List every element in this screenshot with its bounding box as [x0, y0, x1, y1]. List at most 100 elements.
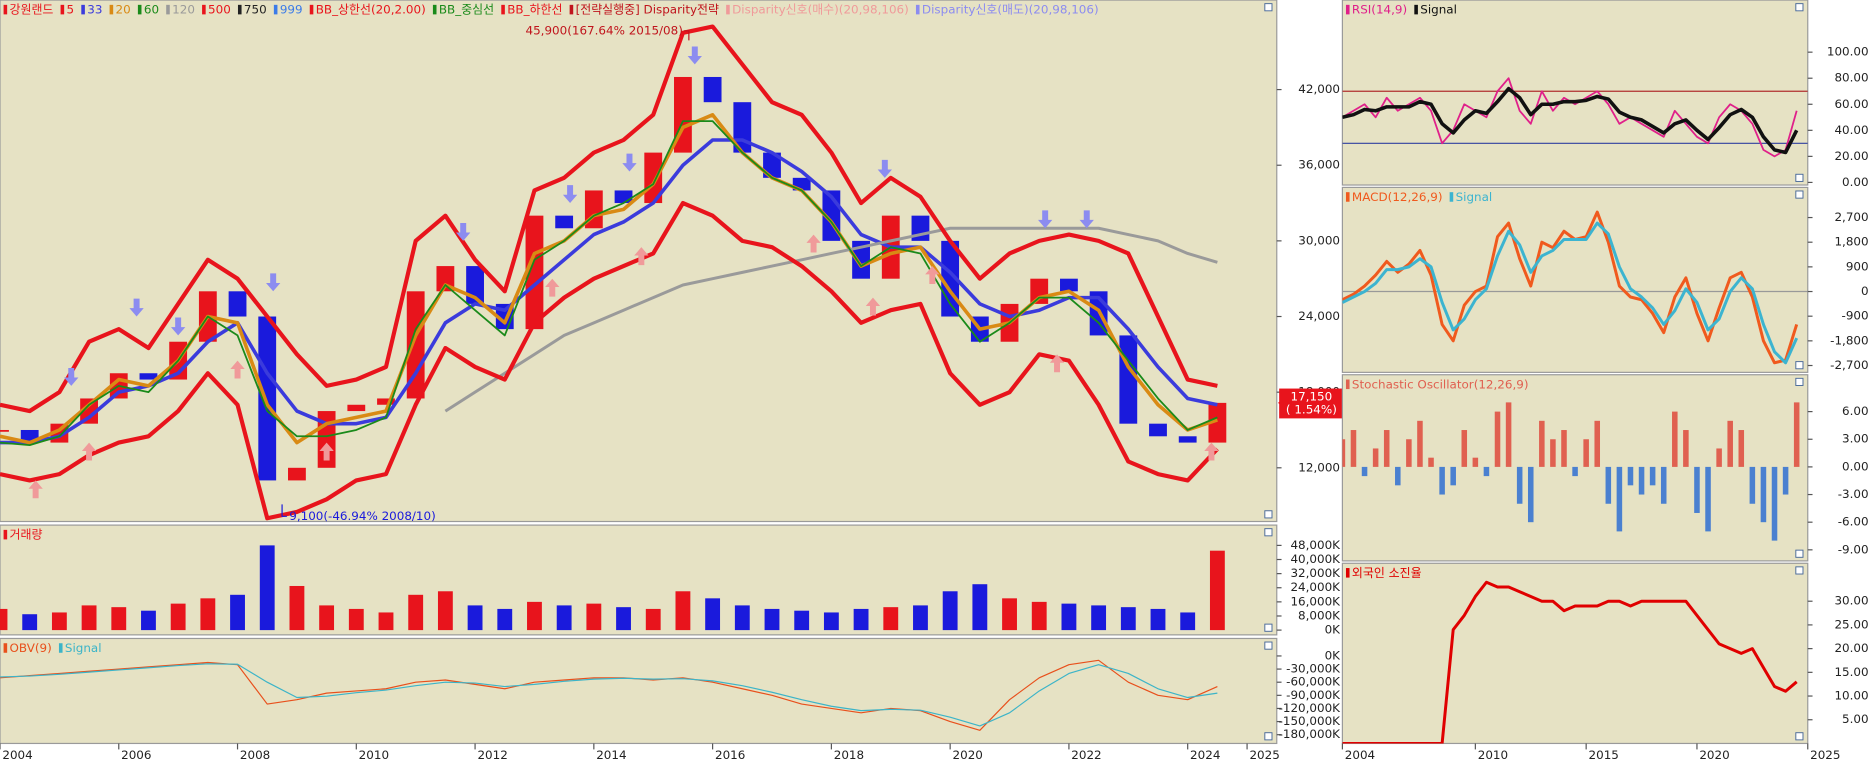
plot-area	[1342, 580, 1798, 744]
legend-marker	[1345, 568, 1350, 578]
legend-marker	[237, 4, 242, 15]
legend-marker	[3, 529, 8, 540]
panel-button	[1264, 3, 1273, 12]
bar	[1361, 466, 1368, 477]
candle	[406, 291, 425, 399]
panel: 0K-30,000K-60,000K-90,000K-120,000K-150,…	[0, 637, 1341, 762]
x-tick-label: 2020	[1699, 748, 1729, 762]
x-tick-label: 2008	[240, 748, 270, 762]
bar	[1694, 466, 1700, 513]
legend-label: Disparity신호(매수)(20,98,106)	[732, 3, 909, 17]
bar	[527, 601, 542, 631]
panel-background	[0, 524, 1278, 636]
bar	[0, 608, 8, 631]
x-tick-label: 2014	[596, 748, 626, 762]
x-tick-label: 2020	[953, 748, 983, 762]
panel: 2,700 1,800 900 0 -900 -1,800 -2,700 MACD(12,26…	[1341, 186, 1869, 373]
y-tick-label: 30.00	[1834, 594, 1868, 608]
bar	[616, 607, 631, 631]
bar	[1539, 420, 1545, 467]
y-tick-label: 6.00	[1842, 404, 1869, 418]
x-tick-label: 2025	[1810, 748, 1840, 762]
signal-arrow	[687, 46, 702, 65]
bar	[408, 594, 424, 631]
legend-marker	[58, 643, 63, 653]
legend-label: 750	[244, 3, 267, 17]
legend-marker	[309, 4, 314, 15]
series-line	[444, 226, 1218, 413]
bar	[81, 605, 97, 631]
panel-button	[1264, 641, 1273, 650]
signal-arrow	[1079, 210, 1094, 229]
y-tick-label: 900	[1846, 259, 1869, 273]
bar	[1350, 430, 1357, 467]
signal-arrow	[170, 317, 186, 336]
series-line	[0, 663, 1218, 727]
bar	[1061, 603, 1077, 631]
y-tick-label: 15.00	[1834, 665, 1868, 679]
bar	[1727, 420, 1733, 467]
signal-arrow	[562, 185, 578, 204]
signal-arrow	[81, 442, 97, 461]
y-tick-label: 30,000	[1298, 233, 1340, 247]
last-price-box	[1279, 388, 1344, 419]
signal-arrow	[1049, 354, 1065, 373]
y-tick-label: 0.00	[1842, 459, 1869, 473]
panel-button	[1264, 528, 1273, 537]
candle	[525, 215, 544, 330]
bar	[141, 610, 156, 631]
legend-marker	[137, 4, 142, 15]
bar	[1716, 448, 1722, 467]
bar	[1516, 466, 1523, 504]
legend-label: Signal	[65, 641, 102, 655]
bar	[1383, 430, 1390, 467]
x-tick-label: 2022	[1071, 748, 1101, 762]
legend-label: BB_하한선	[507, 3, 562, 17]
bar	[1031, 601, 1047, 631]
plot-area	[0, 545, 1225, 631]
bar	[1605, 466, 1612, 504]
legend-marker	[3, 4, 8, 15]
panel-button	[1264, 732, 1273, 741]
legend-label: 20	[116, 3, 131, 17]
bar	[1638, 466, 1645, 495]
panel-background	[1341, 562, 1809, 745]
bar	[51, 612, 67, 631]
bar	[823, 612, 839, 631]
y-tick-label: 0	[1861, 284, 1869, 298]
candle	[614, 190, 633, 204]
bar	[1428, 457, 1434, 467]
candle	[139, 373, 158, 380]
bar	[1550, 439, 1556, 467]
bar	[1672, 411, 1678, 467]
legend-label: 60	[144, 3, 159, 17]
legend-marker	[1345, 4, 1350, 15]
annotation: 45,900(167.64% 2015/08)	[526, 23, 683, 37]
series-line	[0, 659, 1218, 731]
y-tick-label: -900	[1842, 309, 1869, 323]
signal-arrow	[925, 266, 940, 284]
bar	[1793, 402, 1800, 467]
panel-button	[1795, 173, 1804, 182]
legend-marker	[1345, 192, 1350, 202]
bar	[1494, 411, 1501, 467]
annotation-leader	[684, 30, 690, 41]
panel: 0K8,000K16,000K24,000K32,000K40,000K48,0…	[0, 524, 1341, 637]
y-tick-label: 5.00	[1842, 712, 1869, 726]
x-tick-label: 2025	[1249, 748, 1279, 762]
bar	[170, 603, 186, 631]
bar	[1342, 439, 1346, 467]
bar	[1616, 466, 1623, 532]
series-line	[1342, 210, 1799, 365]
annotation-leader	[281, 504, 287, 517]
candle	[80, 398, 98, 424]
series-line	[1342, 580, 1798, 744]
y-tick-label: 40,000K	[1290, 552, 1341, 566]
bar	[794, 610, 810, 631]
panel-button	[1795, 566, 1804, 575]
bar	[1749, 466, 1756, 504]
legend-marker	[726, 4, 730, 15]
legend-label: 999	[280, 3, 303, 17]
legend-label: Disparity신호(매도)(20,98,106)	[922, 3, 1099, 17]
